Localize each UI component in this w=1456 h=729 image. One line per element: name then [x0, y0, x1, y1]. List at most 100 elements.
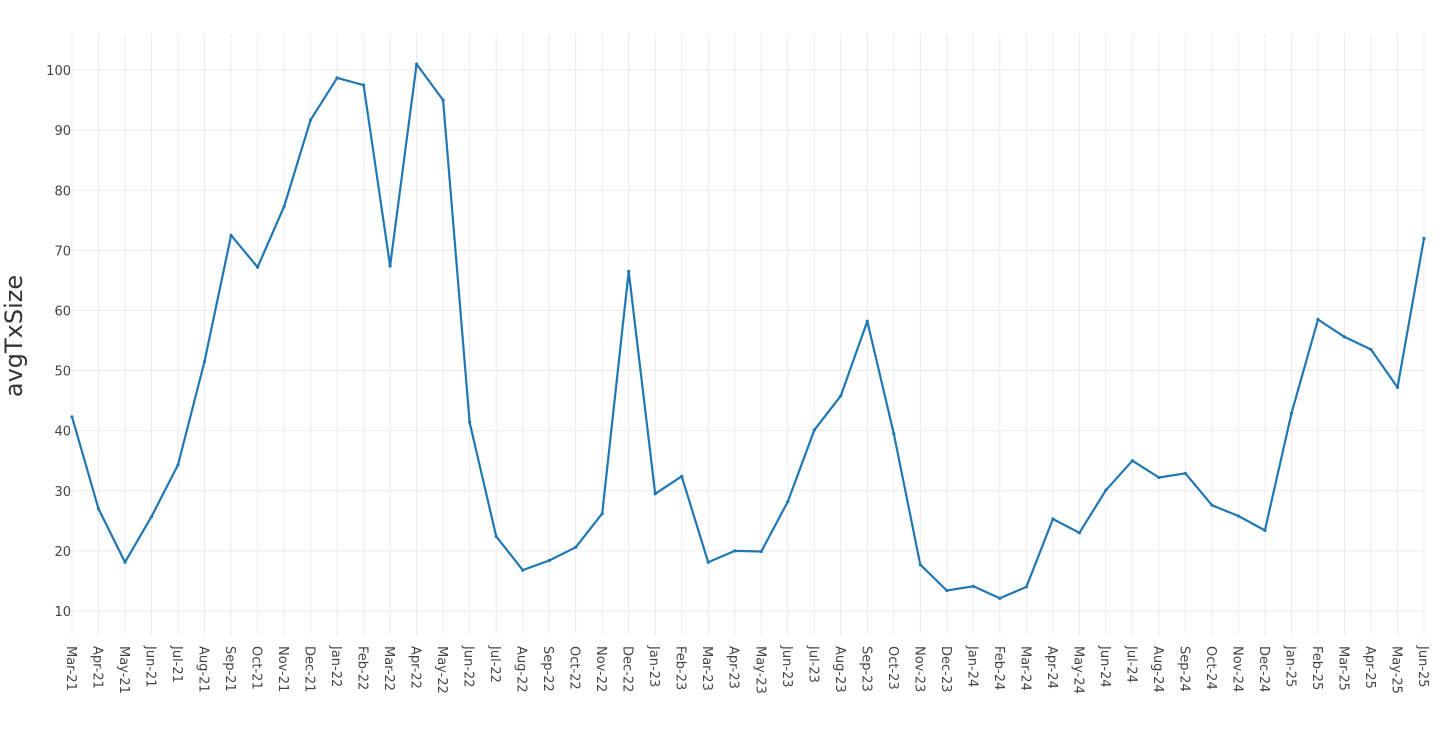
x-tick-label: Feb-24: [991, 646, 1006, 690]
data-point: [362, 83, 366, 87]
x-tick-label: Mar-22: [381, 646, 396, 691]
x-gridlines: [71, 34, 1425, 635]
x-tick-label: Mar-23: [699, 646, 714, 691]
x-tick-label: Jul-24: [1123, 645, 1138, 683]
data-point: [70, 415, 74, 419]
data-point: [255, 265, 260, 269]
data-point: [441, 98, 445, 102]
x-tick-label: Apr-24: [1044, 646, 1059, 689]
x-tick-label: Oct-21: [249, 646, 264, 690]
y-axis-title: avgTxSize: [0, 275, 28, 397]
x-tick-label: Jan-25: [1282, 645, 1297, 687]
x-tick-label: Jan-24: [964, 645, 979, 687]
y-gridlines: [72, 69, 1424, 612]
x-tick-label: Mar-25: [1335, 646, 1350, 691]
x-tick-label: Feb-23: [673, 646, 688, 690]
x-tick-label: Mar-21: [63, 646, 78, 691]
data-point: [1369, 347, 1373, 352]
series-layer: [70, 62, 1426, 600]
data-point: [865, 319, 869, 323]
x-tick-label: Aug-21: [196, 646, 211, 693]
data-point: [1422, 236, 1426, 240]
data-point: [229, 233, 233, 237]
x-tick-label: Sep-22: [540, 646, 555, 692]
x-tick-label: Sep-24: [1176, 646, 1191, 692]
data-point: [892, 432, 896, 436]
x-tick-label: Jun-22: [461, 645, 476, 688]
data-point: [388, 264, 392, 268]
x-tick-label: Nov-24: [1229, 646, 1244, 692]
x-tick-label: Jun-23: [779, 645, 794, 688]
x-tick-label: Jul-23: [805, 645, 820, 683]
y-tick-label: 80: [54, 184, 71, 199]
data-point: [680, 474, 684, 478]
x-tick-label: Jan-23: [646, 645, 661, 687]
x-tick-labels: Mar-21 Apr-21 May-21 Jun-21 Jul-21 Aug-21 Sep-…: [63, 645, 1430, 694]
x-tick-label: Apr-22: [408, 646, 423, 689]
data-point: [574, 545, 578, 549]
y-tick-label: 40: [54, 425, 71, 440]
y-tick-label: 20: [54, 545, 71, 560]
data-point: [468, 420, 472, 424]
data-point: [308, 118, 313, 122]
data-point: [202, 359, 207, 364]
x-tick-label: Apr-21: [90, 646, 105, 689]
data-point: [494, 534, 498, 539]
x-tick-label: Nov-22: [593, 646, 608, 692]
x-tick-label: May-25: [1388, 646, 1403, 694]
x-tick-label: Aug-22: [514, 646, 529, 693]
data-point: [1316, 317, 1320, 322]
data-point: [759, 549, 763, 554]
data-point: [733, 549, 737, 553]
data-point: [1024, 585, 1028, 589]
x-tick-label: Dec-21: [302, 646, 317, 692]
y-tick-label: 50: [54, 365, 71, 380]
data-point: [1104, 488, 1108, 492]
data-point: [335, 76, 339, 80]
data-point: [1236, 514, 1241, 518]
series-line: [70, 62, 1426, 600]
y-tick-label: 70: [54, 244, 71, 259]
x-tick-label: Dec-22: [620, 646, 635, 692]
x-tick-label: Jan-22: [328, 645, 343, 687]
x-tick-label: Apr-25: [1362, 646, 1377, 689]
data-point: [706, 560, 710, 564]
x-tick-label: Aug-23: [832, 646, 847, 693]
data-point: [1051, 517, 1055, 521]
data-point: [1130, 459, 1134, 463]
data-point: [653, 492, 657, 496]
y-tick-label: 90: [54, 124, 71, 139]
x-tick-label: Dec-23: [938, 646, 953, 692]
x-tick-label: Feb-22: [355, 646, 370, 690]
data-point: [415, 62, 419, 66]
x-tick-label: Apr-23: [726, 646, 741, 689]
y-tick-label: 10: [54, 605, 71, 620]
x-tick-label: May-24: [1070, 646, 1085, 694]
x-tick-label: Jun-24: [1097, 645, 1112, 688]
data-point: [627, 269, 631, 273]
data-point: [839, 394, 843, 398]
y-tick-label: 60: [54, 304, 71, 319]
data-point: [1342, 335, 1347, 339]
data-point: [1395, 385, 1400, 389]
x-tick-label: Oct-22: [567, 646, 582, 690]
x-tick-label: Feb-25: [1309, 646, 1324, 690]
data-point: [1289, 411, 1294, 415]
data-point: [176, 463, 180, 467]
data-point: [1183, 471, 1188, 475]
x-tick-label: Jul-22: [487, 645, 502, 683]
data-point: [600, 511, 604, 516]
x-tick-label: Jun-21: [143, 645, 158, 688]
data-point: [945, 588, 949, 593]
y-tick-label: 30: [54, 485, 71, 500]
x-tick-label: Dec-24: [1256, 646, 1271, 692]
data-point: [547, 558, 551, 563]
data-point: [123, 560, 127, 564]
x-tick-label: Jul-21: [169, 645, 184, 683]
data-point: [149, 515, 154, 519]
data-point: [1210, 503, 1214, 507]
y-tick-label: 100: [46, 64, 71, 79]
x-tick-label: Jun-25: [1415, 645, 1430, 688]
x-tick-label: Sep-23: [858, 646, 873, 692]
